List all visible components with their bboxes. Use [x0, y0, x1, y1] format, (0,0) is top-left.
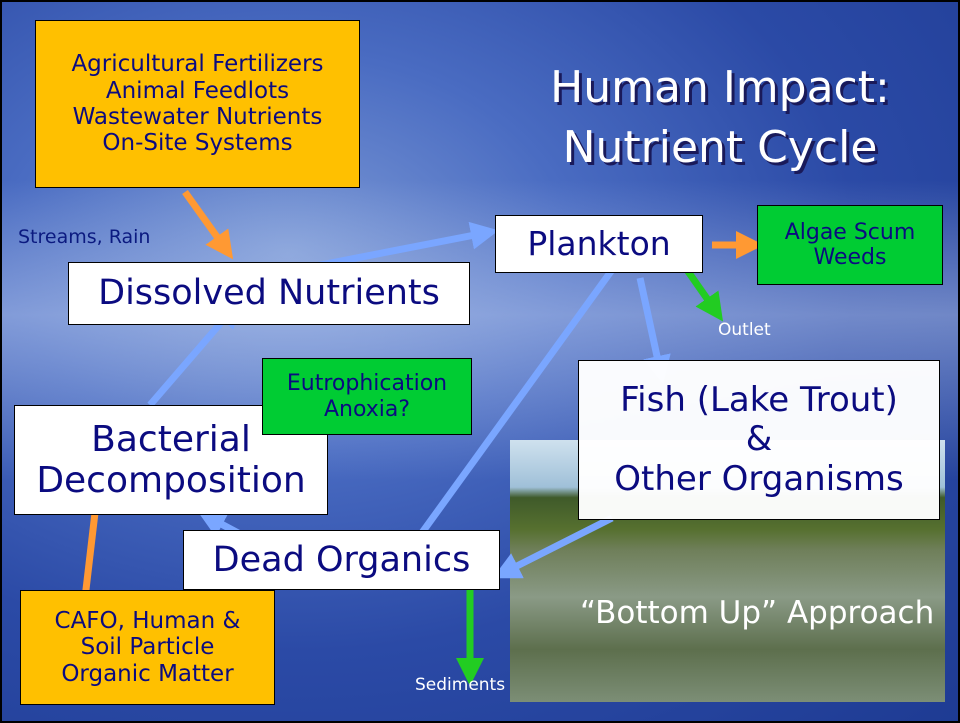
node-label: Dissolved Nutrients: [98, 273, 440, 314]
node-label: Other Organisms: [614, 458, 904, 499]
node-label: &: [745, 419, 773, 460]
node-label: On-Site Systems: [102, 130, 293, 157]
source-box: Agricultural Fertilizers Animal Feedlots…: [35, 20, 360, 188]
node-box: Dissolved Nutrients: [68, 262, 470, 325]
caption: “Bottom Up” Approach: [580, 595, 935, 631]
edge-label: Sediments: [415, 675, 506, 695]
node-label: CAFO, Human &: [54, 607, 241, 634]
effect-box: Eutrophication Anoxia?: [262, 358, 472, 435]
node-box: Plankton: [495, 215, 703, 273]
node-label: Bacterial: [91, 418, 251, 460]
effect-box: Algae Scum Weeds: [757, 205, 943, 285]
node-label: Eutrophication: [286, 371, 448, 397]
source-box: CAFO, Human & Soil Particle Organic Matt…: [20, 590, 275, 705]
title-line: Nutrient Cycle: [562, 122, 878, 173]
node-label: Weeds: [813, 245, 887, 270]
node-label: Fish (Lake Trout): [620, 380, 898, 421]
node-label: Soil Particle: [80, 634, 215, 661]
node-label: Wastewater Nutrients: [72, 104, 323, 130]
node-label: Plankton: [527, 224, 671, 264]
node-label: Algae Scum: [784, 219, 916, 245]
edge-label: Outlet: [718, 320, 771, 340]
node-label: Decomposition: [36, 460, 306, 501]
node-box: Bacterial Decomposition: [14, 405, 328, 515]
node-label: Animal Feedlots: [105, 77, 290, 104]
node-label: Dead Organics: [212, 539, 471, 580]
node-box: Fish (Lake Trout) & Other Organisms: [578, 360, 940, 520]
title-line: Human Impact:: [550, 62, 890, 113]
node-label: Organic Matter: [61, 660, 234, 687]
node-box: Dead Organics: [183, 530, 500, 590]
node-label: Anoxia?: [323, 396, 411, 422]
node-label: Agricultural Fertilizers: [71, 51, 324, 78]
edge-label: Streams, Rain: [18, 226, 151, 248]
